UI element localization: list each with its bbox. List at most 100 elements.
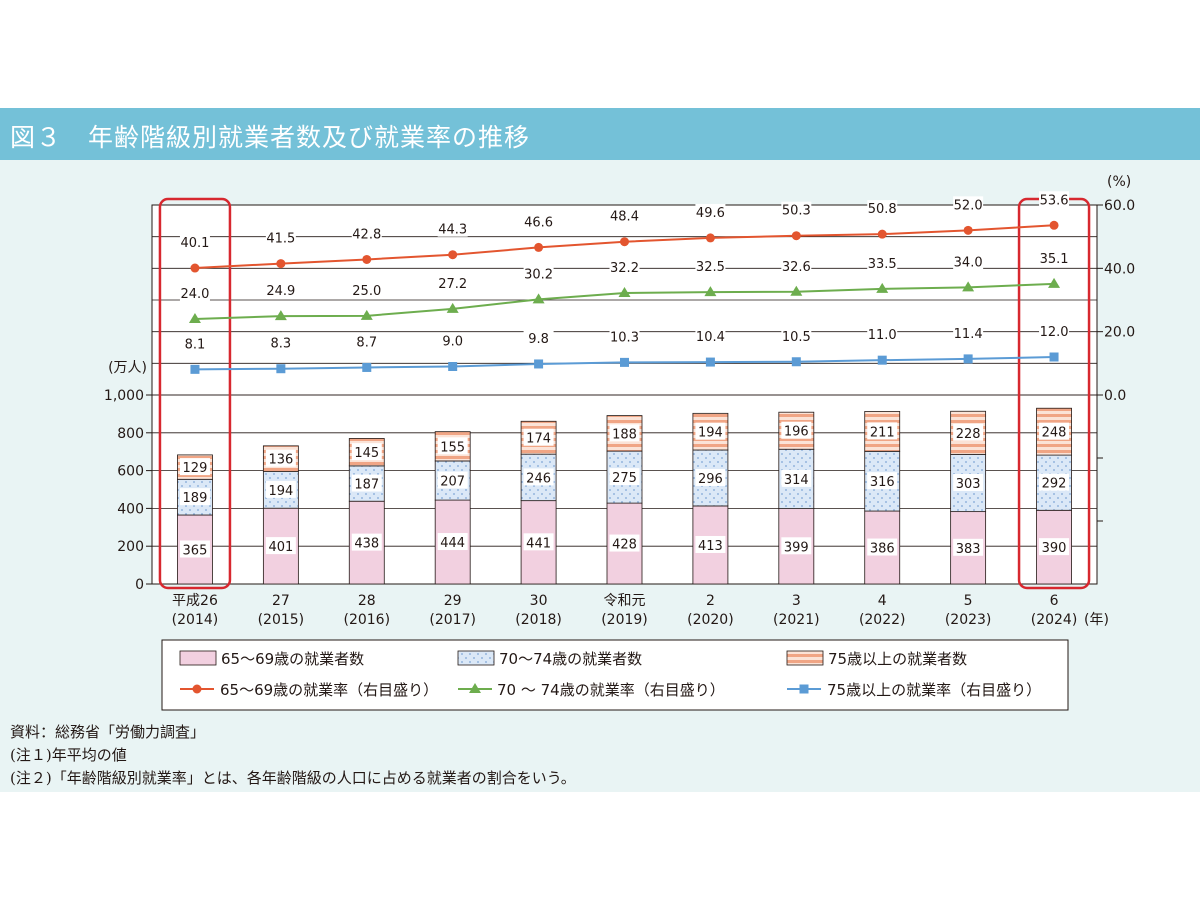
legend-label: 70～74歳の就業者数 bbox=[499, 650, 642, 668]
line-data-label: 30.2 bbox=[524, 267, 553, 282]
bar-data-label: 174 bbox=[526, 432, 551, 447]
bar-data-label: 211 bbox=[870, 425, 895, 440]
bar-data-label: 189 bbox=[183, 491, 208, 506]
legend-swatch-75-plus bbox=[786, 650, 824, 666]
data-label-bg bbox=[867, 326, 898, 343]
bar-data-label: 386 bbox=[870, 542, 895, 557]
line-marker-circle bbox=[877, 229, 887, 239]
data-label-bg bbox=[523, 265, 554, 282]
figure-title-bar bbox=[0, 108, 1200, 160]
line-marker-square bbox=[362, 362, 372, 372]
data-label-bg bbox=[695, 468, 726, 486]
data-label-bg bbox=[351, 474, 382, 492]
bar-data-label: 314 bbox=[784, 473, 809, 488]
line-data-label: 40.1 bbox=[180, 236, 209, 251]
line-marker-triangle bbox=[360, 309, 373, 320]
line-marker-square bbox=[620, 357, 629, 367]
x-tick-sublabel: (2017) bbox=[429, 612, 476, 628]
data-label-bg bbox=[781, 327, 812, 344]
x-tick-sublabel: (2016) bbox=[343, 612, 390, 628]
bar-data-label: 187 bbox=[354, 478, 379, 493]
line-marker-circle bbox=[705, 233, 715, 243]
line-data-label: 32.6 bbox=[782, 260, 811, 275]
x-tick-label: 30 bbox=[530, 593, 548, 609]
data-label-bg bbox=[867, 538, 898, 556]
line-marker-square bbox=[534, 359, 544, 369]
line-marker-circle bbox=[620, 237, 629, 247]
line-data-label: 44.3 bbox=[438, 223, 467, 238]
bar-data-label: 129 bbox=[183, 461, 208, 476]
bar-data-label: 196 bbox=[784, 425, 809, 440]
line-marker-circle bbox=[362, 254, 372, 264]
data-label-bg bbox=[351, 281, 382, 298]
data-label-bg bbox=[953, 253, 984, 270]
right-axis-unit: (%) bbox=[1107, 174, 1131, 190]
bar-data-label: 316 bbox=[870, 475, 895, 490]
left-tick-label: 1,000 bbox=[104, 388, 144, 404]
legend-swatch-rate-65-69-marker bbox=[192, 684, 202, 694]
line-marker-square bbox=[276, 364, 286, 374]
x-tick-sublabel: (2019) bbox=[601, 612, 648, 628]
line-marker-circle bbox=[448, 250, 458, 260]
line-marker-circle bbox=[276, 259, 286, 269]
bar-data-label: 145 bbox=[354, 446, 379, 461]
bar-data-label: 399 bbox=[784, 540, 809, 555]
bar-data-label: 383 bbox=[956, 542, 981, 557]
bar-data-label: 365 bbox=[183, 544, 208, 559]
data-label-bg bbox=[179, 234, 210, 251]
data-label-bg bbox=[781, 469, 812, 487]
legend-box bbox=[161, 639, 1069, 711]
left-tick-label: 400 bbox=[117, 501, 144, 517]
data-label-bg bbox=[695, 328, 726, 345]
line-data-label: 10.4 bbox=[696, 330, 725, 345]
line-marker-circle bbox=[534, 242, 544, 252]
data-label-bg bbox=[867, 472, 898, 490]
line-data-label: 50.8 bbox=[868, 202, 897, 217]
data-label-bg bbox=[179, 540, 210, 558]
data-label-bg bbox=[1039, 249, 1070, 266]
legend-swatch-rate-70-74-marker bbox=[469, 683, 481, 693]
legend-label: 75歳以上の就業率（右目盛り） bbox=[827, 681, 1041, 699]
legend-label: 70 ～ 74歳の就業率（右目盛り） bbox=[497, 681, 725, 699]
data-label-bg bbox=[179, 335, 210, 352]
line-data-label: 49.6 bbox=[696, 206, 725, 221]
line-data-label: 24.9 bbox=[266, 284, 295, 299]
line-marker-triangle bbox=[1048, 277, 1061, 288]
bar-data-label: 441 bbox=[526, 536, 551, 551]
line-marker-square bbox=[1049, 352, 1059, 362]
x-tick-label: 29 bbox=[444, 593, 462, 609]
data-label-bg bbox=[265, 282, 296, 299]
data-label-bg bbox=[523, 213, 554, 230]
data-label-bg bbox=[781, 201, 812, 218]
data-label-bg bbox=[437, 220, 468, 237]
x-tick-label: 平成26 bbox=[172, 593, 218, 609]
line-data-label: 50.3 bbox=[782, 204, 811, 219]
data-label-bg bbox=[867, 254, 898, 271]
line-marker-triangle bbox=[618, 287, 631, 298]
data-label-bg bbox=[609, 468, 640, 486]
data-label-bg bbox=[953, 324, 984, 341]
data-label-bg bbox=[351, 533, 382, 551]
bar-data-label: 194 bbox=[698, 426, 723, 441]
bar-data-label: 155 bbox=[440, 440, 465, 455]
legend-label: 65～69歳の就業率（右目盛り） bbox=[220, 681, 438, 699]
right-tick-label: 40.0 bbox=[1104, 261, 1135, 277]
x-tick-label: 27 bbox=[272, 593, 290, 609]
bar-data-label: 188 bbox=[612, 427, 637, 442]
bar-data-label: 207 bbox=[440, 475, 465, 490]
data-label-bg bbox=[179, 285, 210, 301]
data-label-bg bbox=[351, 443, 382, 461]
line-marker-triangle bbox=[962, 281, 975, 292]
line-marker-triangle bbox=[446, 302, 459, 313]
line-marker-triangle bbox=[704, 286, 717, 297]
data-label-bg bbox=[265, 334, 296, 351]
note-2: (注２)「年齢階級別就業率」とは、各年齢階級の人口に占める就業者の割合をいう。 bbox=[10, 769, 576, 787]
right-tick-label: 20.0 bbox=[1104, 325, 1135, 341]
data-label-bg bbox=[523, 533, 554, 551]
legend-swatch-70-74 bbox=[457, 650, 495, 666]
highlight-box bbox=[158, 197, 232, 590]
left-tick-label: 800 bbox=[117, 426, 144, 442]
line-data-label: 41.5 bbox=[266, 232, 295, 247]
bar-data-label: 228 bbox=[956, 427, 981, 442]
x-tick-sublabel: (2023) bbox=[945, 612, 992, 628]
